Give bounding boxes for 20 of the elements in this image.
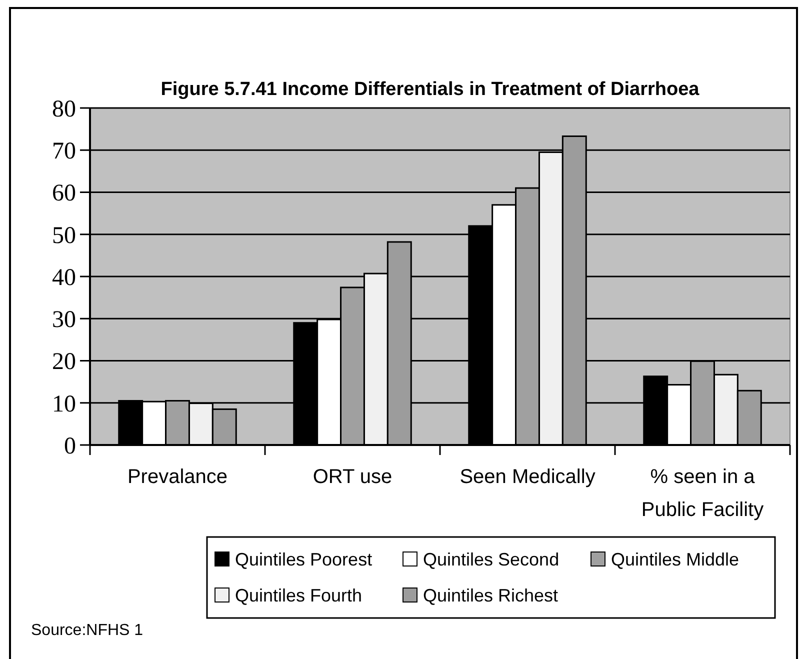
y-tick-label: 60 xyxy=(52,180,76,207)
legend-label: Quintiles Second xyxy=(423,549,560,570)
legend-label: Quintiles Richest xyxy=(423,585,558,606)
y-tick-label: 30 xyxy=(52,307,76,334)
x-tick-label: Prevalance xyxy=(127,466,228,488)
x-tick-label: ORT use xyxy=(312,466,392,488)
y-tick-label: 40 xyxy=(52,264,76,291)
y-tick-label: 20 xyxy=(52,349,76,376)
y-tick-label: 50 xyxy=(52,222,76,249)
x-tick-label: Seen Medically xyxy=(460,466,596,488)
y-tick-label: 80 xyxy=(52,96,76,122)
chart-title: Figure 5.7.41 Income Differentials in Treatment of Diarrhoea xyxy=(160,79,700,100)
y-tick-label: 70 xyxy=(52,138,76,165)
x-tick-label: % seen in a Public Facility xyxy=(641,466,764,521)
legend-label: Quintiles Poorest xyxy=(235,549,372,570)
legend-label: Quintiles Middle xyxy=(611,549,740,570)
y-tick-label: 10 xyxy=(52,391,76,418)
source-note: Source:NFHS 1 xyxy=(31,622,144,639)
y-tick-label: 0 xyxy=(64,433,76,460)
legend-label: Quintiles Fourth xyxy=(235,585,362,606)
